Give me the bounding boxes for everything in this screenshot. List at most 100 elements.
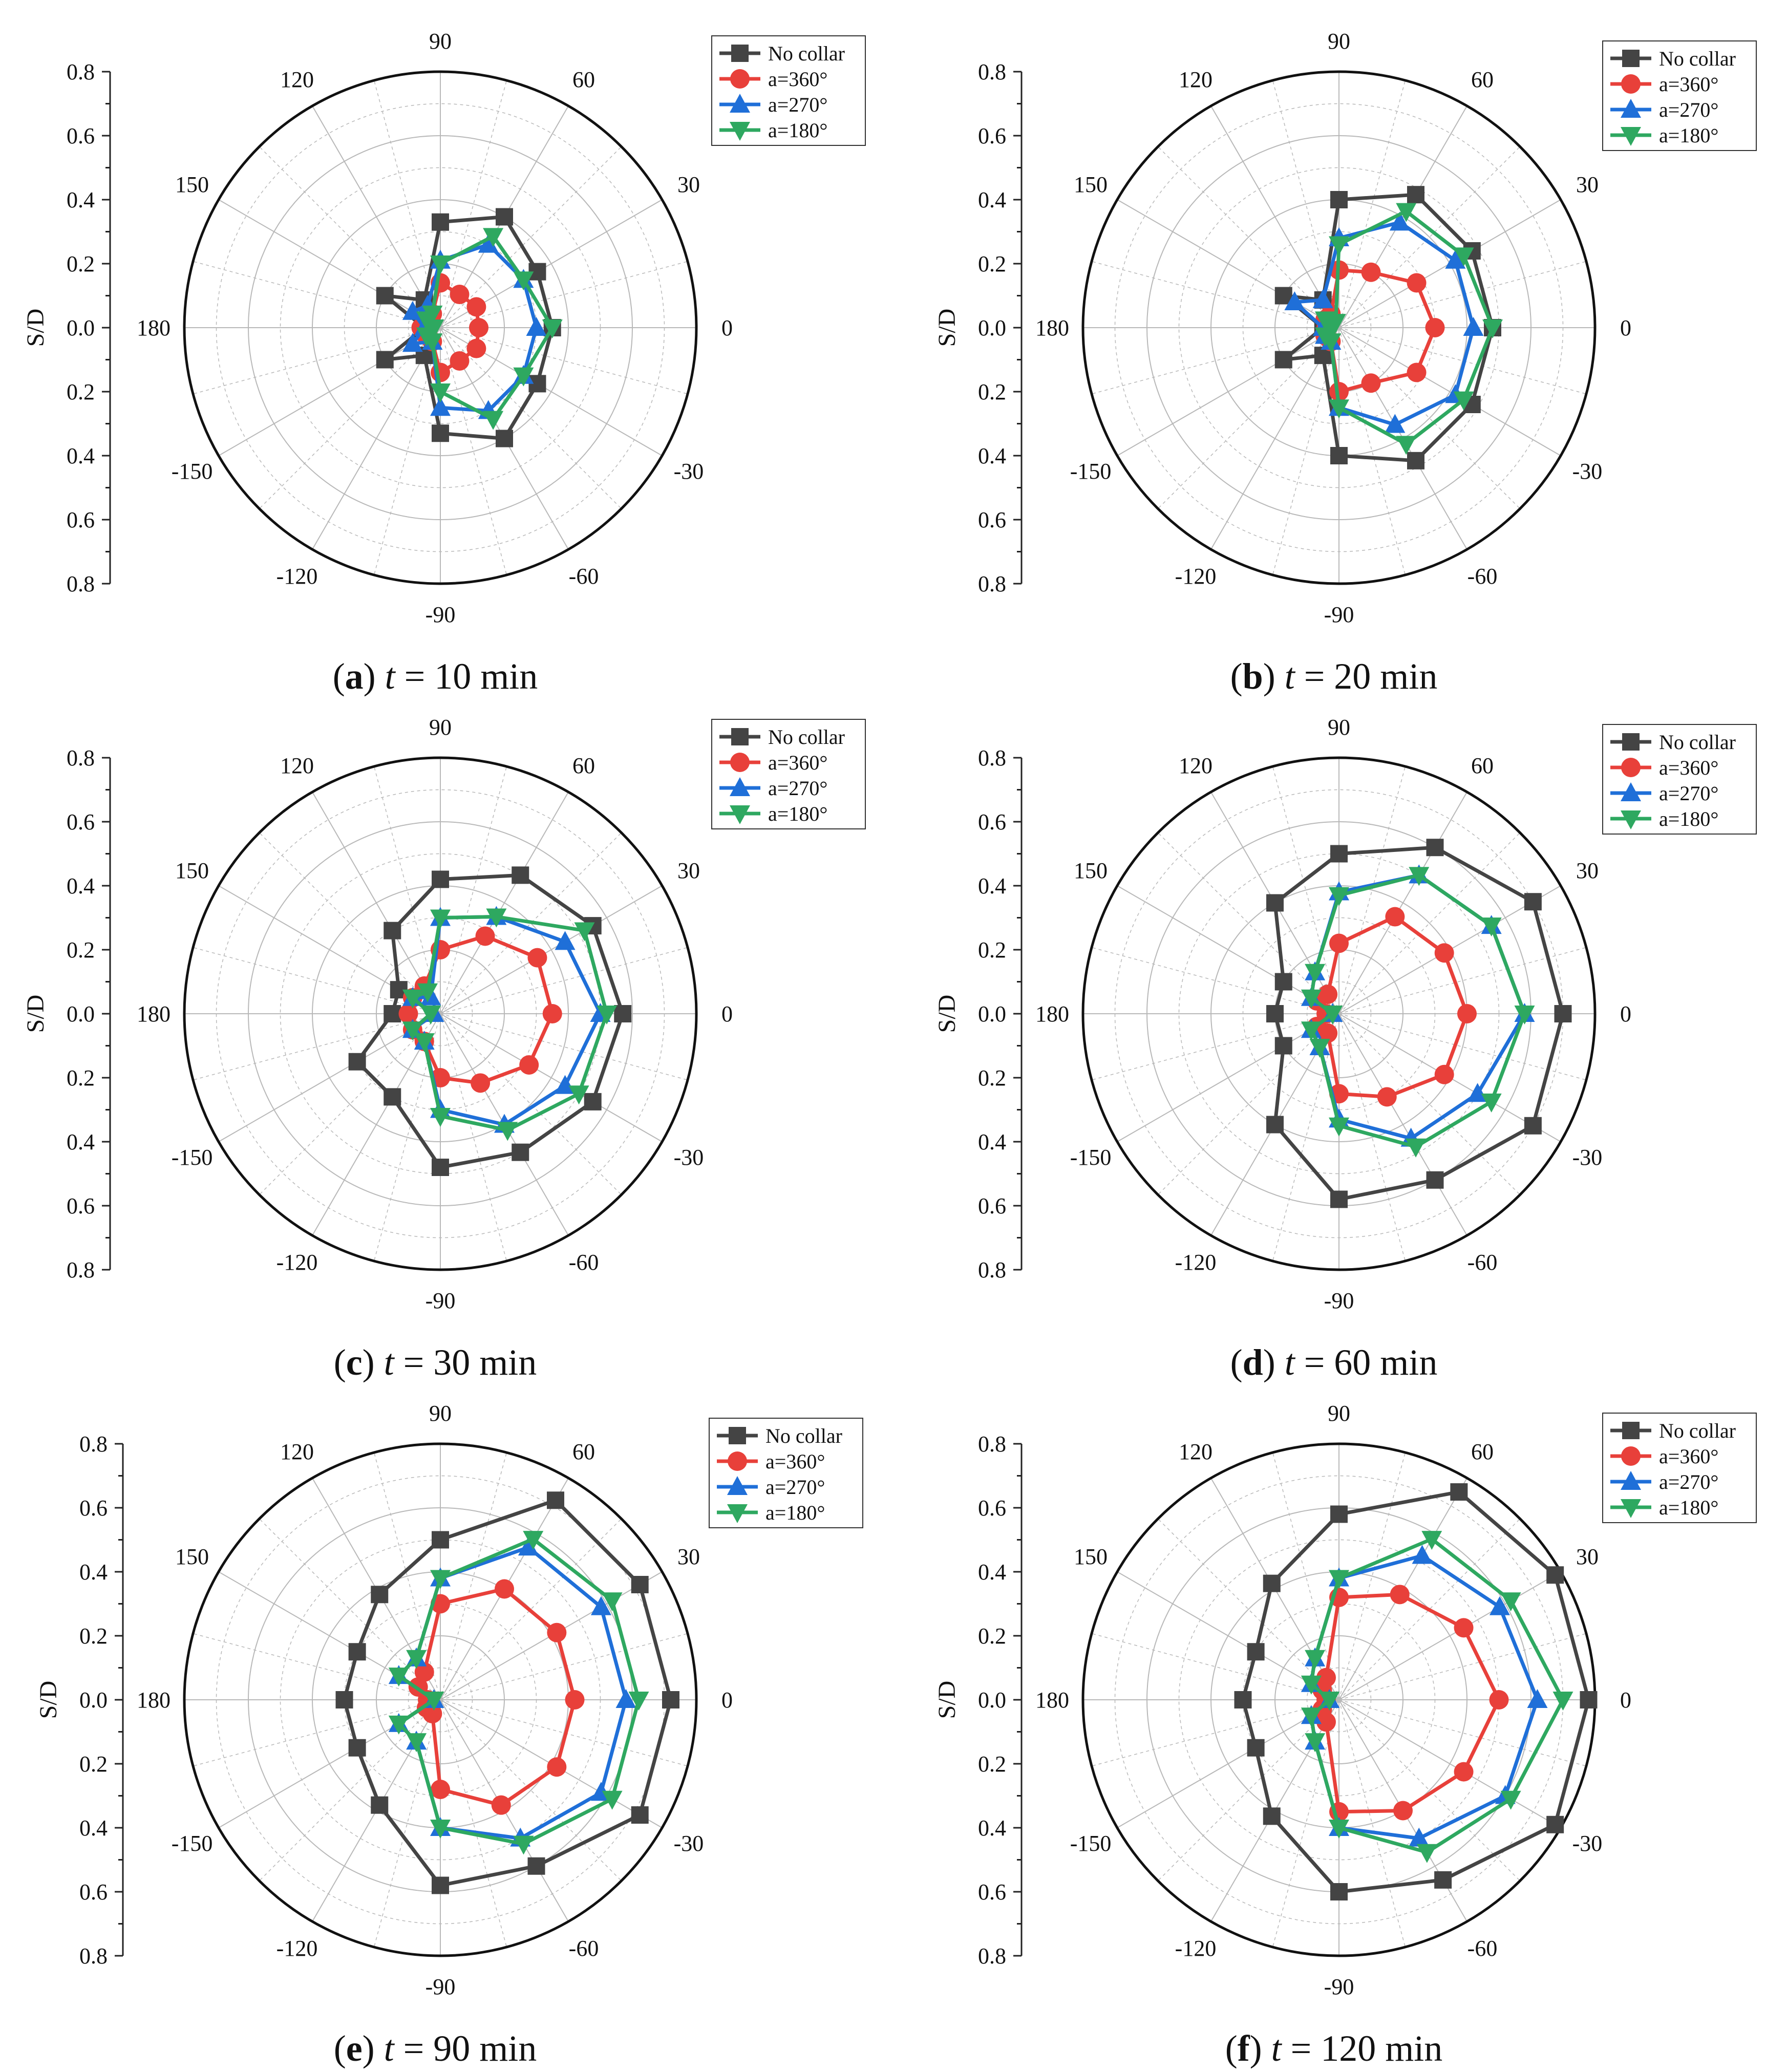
data-point	[1329, 933, 1349, 953]
data-point	[1329, 236, 1349, 255]
grid-spoke	[218, 327, 441, 456]
legend-marker	[730, 94, 750, 113]
data-point	[1434, 1064, 1454, 1084]
data-point	[1580, 1691, 1598, 1708]
data-point	[574, 922, 595, 942]
polar-grid	[1082, 757, 1595, 1270]
grid-spoke	[1338, 1571, 1561, 1700]
data-point	[384, 1005, 401, 1022]
angle-label: 150	[175, 858, 209, 883]
y-tick-label: 0.4	[978, 1560, 1006, 1585]
data-point	[450, 285, 470, 305]
y-tick-label: 0.8	[79, 1432, 108, 1457]
outer-boundary	[183, 1442, 698, 1957]
data-point	[1274, 1037, 1292, 1055]
angle-label: 150	[175, 172, 209, 197]
y-tick-label: 0.8	[978, 1432, 1006, 1457]
series-a180	[388, 1531, 649, 1855]
data-point	[406, 1650, 427, 1669]
y-axis-title: S/D	[933, 995, 961, 1033]
data-point	[496, 430, 513, 447]
data-point	[513, 367, 534, 387]
data-point	[1390, 1585, 1410, 1605]
legend-marker	[731, 45, 749, 62]
y-tick-label: 0.2	[978, 251, 1006, 276]
angle-label: 30	[677, 858, 700, 883]
panel-caption: (a) t = 10 min	[333, 656, 538, 697]
angle-label: -150	[172, 1145, 213, 1170]
angle-label: 60	[572, 67, 595, 92]
data-point	[1407, 452, 1424, 469]
y-tick-label: 0.6	[978, 1879, 1006, 1905]
data-point	[335, 1691, 353, 1708]
angle-label: -120	[1175, 1936, 1217, 1961]
panel-caption: (d) t = 60 min	[1230, 1342, 1438, 1383]
polar-chart: 0 30 60 90 120 150 180 -150 -120 -90 -60 -30 0.8 0.6 0…	[22, 715, 866, 1383]
grid-spoke	[1117, 1571, 1339, 1700]
data-point	[1396, 436, 1417, 455]
angle-label: 180	[1035, 1687, 1069, 1713]
y-tick-label: 0.4	[67, 443, 95, 468]
data-point	[527, 1857, 545, 1875]
angle-label: -90	[426, 602, 456, 627]
angle-label: 90	[1328, 1401, 1350, 1426]
data-point	[1377, 1087, 1397, 1107]
angle-label: 150	[1074, 1544, 1108, 1569]
angle-label: 0	[1620, 1687, 1631, 1713]
legend-marker	[1621, 1471, 1641, 1490]
legend-label: No collar	[1659, 47, 1736, 70]
legend-marker	[730, 753, 750, 772]
data-point	[1425, 318, 1445, 337]
y-tick-label: 0.4	[67, 1129, 95, 1155]
data-point	[1463, 317, 1484, 336]
data-point	[1321, 333, 1342, 353]
outer-boundary	[1081, 70, 1597, 585]
y-tick-label: 0.6	[978, 123, 1006, 148]
data-point	[406, 1733, 427, 1753]
grid-spoke	[1210, 105, 1339, 328]
angle-label: 120	[1179, 67, 1212, 92]
data-point	[1481, 1093, 1502, 1113]
y-tick-label: 0.0	[978, 315, 1006, 340]
data-point	[1329, 1820, 1349, 1839]
data-point	[1247, 1739, 1265, 1757]
data-point	[555, 931, 576, 950]
angle-label: 180	[1035, 315, 1069, 340]
legend-marker	[1621, 1499, 1641, 1518]
legend-label: a=270°	[1659, 1470, 1718, 1493]
angle-label: -30	[1572, 1145, 1603, 1170]
angle-label: -90	[426, 1288, 456, 1313]
y-tick-label: 0.4	[978, 187, 1006, 212]
legend-marker	[730, 805, 750, 824]
angle-label: -150	[172, 1831, 213, 1856]
y-tick-label: 0.0	[79, 1687, 108, 1713]
grid-spoke	[312, 792, 441, 1014]
data-point	[432, 870, 449, 888]
y-tick-label: 0.2	[79, 1751, 108, 1777]
data-point	[1305, 964, 1326, 983]
legend-label: No collar	[1659, 1419, 1736, 1442]
legend-label: a=270°	[765, 1476, 825, 1499]
data-point	[497, 1122, 518, 1141]
series-a180	[416, 228, 563, 430]
angle-label: 120	[1179, 753, 1212, 778]
data-point	[597, 1006, 617, 1024]
y-tick-label: 0.6	[79, 1496, 108, 1521]
angle-label: -30	[674, 1145, 704, 1170]
y-axis-title: S/D	[22, 309, 49, 347]
y-tick-label: 0.2	[978, 937, 1006, 963]
data-point	[420, 1006, 441, 1024]
data-point	[402, 989, 423, 1009]
data-point	[1284, 291, 1305, 310]
y-tick-label: 0.8	[67, 1257, 95, 1283]
angle-label: 30	[677, 1544, 700, 1569]
y-tick-label: 0.2	[67, 379, 95, 404]
data-point	[1234, 1691, 1252, 1708]
grid-spoke	[312, 1013, 441, 1236]
data-point	[512, 866, 529, 884]
data-point	[1330, 1190, 1348, 1208]
data-point	[430, 1570, 451, 1589]
grid-spoke	[373, 1452, 441, 1700]
data-point	[1454, 1618, 1474, 1638]
polar-grid	[184, 71, 697, 584]
